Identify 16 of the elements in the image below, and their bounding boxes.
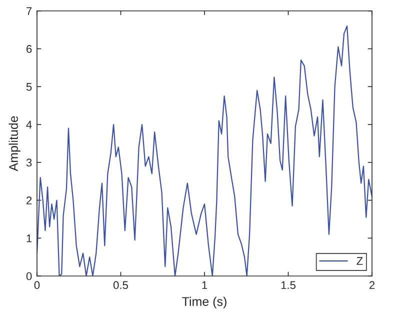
x-tick-label: 1 xyxy=(202,281,208,289)
y-tick-label: 3 xyxy=(26,158,32,167)
x-axis-title: Time (s) xyxy=(182,296,226,308)
x-tick-label: 0.5 xyxy=(113,281,128,290)
y-tick-label: 7 xyxy=(26,7,32,15)
y-tick-label: 6 xyxy=(26,45,32,53)
y-tick-label: 0 xyxy=(26,272,32,280)
x-tick-label: 0 xyxy=(34,281,40,290)
y-tick-label: 5 xyxy=(26,83,32,91)
x-tick-label: 2 xyxy=(369,281,375,289)
y-axis-title: Amplitude xyxy=(8,116,20,172)
y-tick-label: 4 xyxy=(26,120,32,129)
x-tick-label: 1.5 xyxy=(281,281,296,290)
y-tick-label: 2 xyxy=(26,196,32,204)
y-tick-label: 1 xyxy=(26,234,32,242)
legend-label: Z xyxy=(356,257,363,265)
